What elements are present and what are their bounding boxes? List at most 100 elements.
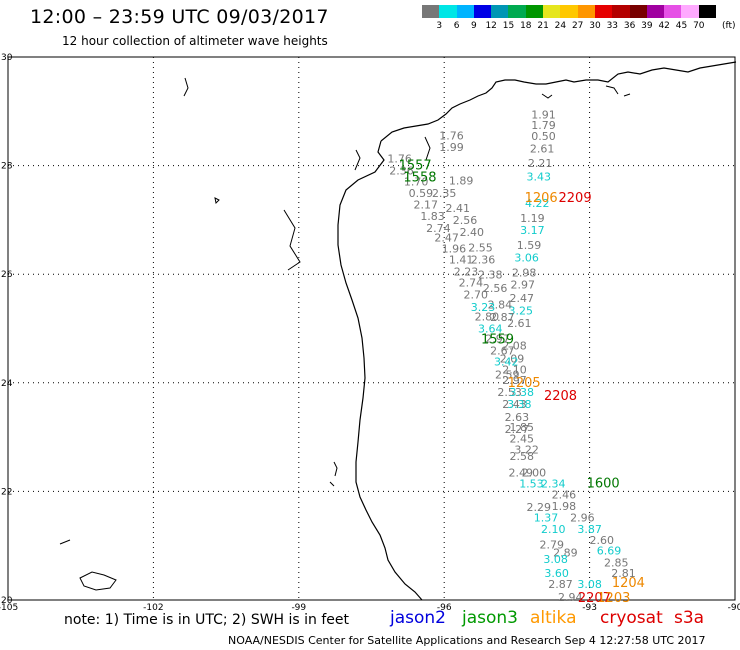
wave-height-value: 3.08 <box>577 578 602 591</box>
pass-time-label: 1206 <box>525 191 558 206</box>
legend-jason3: jason3 <box>462 608 518 628</box>
color-scale-label: 18 <box>520 21 532 31</box>
wave-height-value: 2.08 <box>502 340 527 353</box>
y-tick-label: 22 <box>1 487 12 497</box>
pass-time-label: 1559 <box>481 333 514 348</box>
wave-height-value: 2.63 <box>505 411 530 424</box>
color-scale-label: 27 <box>571 21 584 31</box>
color-swatch-10 <box>594 5 613 18</box>
wave-height-value: 2.87 <box>490 311 515 324</box>
wave-height-value: 1.85 <box>509 421 534 434</box>
pass-time-label: 2209 <box>559 191 592 206</box>
map-title: 12:00 – 23:59 UTC 09/03/2017 <box>30 6 329 28</box>
wave-height-value: 2.40 <box>460 226 485 239</box>
wave-height-value: 1.89 <box>449 175 474 188</box>
wave-height-value: 2.55 <box>468 241 493 254</box>
wave-height-value: 2.96 <box>570 511 595 524</box>
wave-height-value: 6.69 <box>597 544 622 557</box>
lagoon-outline <box>329 461 338 487</box>
wave-height-value: 1.99 <box>439 141 464 154</box>
color-swatch-1 <box>439 5 457 18</box>
x-tick-label: -90 <box>728 603 740 613</box>
wave-height-value: 2.00 <box>522 467 547 480</box>
wave-height-value: 2.97 <box>502 374 527 387</box>
color-swatch-16 <box>698 5 717 18</box>
wave-height-value: 2.97 <box>510 278 535 291</box>
wave-height-value: 1.96 <box>442 242 467 255</box>
wave-height-value: 2.61 <box>530 143 555 156</box>
color-swatch-11 <box>612 5 630 18</box>
bay-outline <box>424 136 431 161</box>
wave-height-value: 2.81 <box>611 567 636 580</box>
legend-jason2: jason2 <box>390 608 446 628</box>
pass-time-label: 1203 <box>597 591 630 606</box>
x-tick-label: -102 <box>143 603 163 613</box>
wave-height-value: 1.76 <box>439 130 464 143</box>
pass-time-label: 2207 <box>578 591 611 606</box>
wave-height-value: 2.80 <box>475 310 500 323</box>
wave-height-value: 1.37 <box>534 511 559 524</box>
lake-chapala-outline <box>79 571 117 591</box>
color-swatch-13 <box>646 5 665 18</box>
credit-line: NOAA/NESDIS Center for Satellite Applica… <box>228 634 706 647</box>
y-tick-label: 26 <box>1 270 13 280</box>
color-swatch-15 <box>681 5 699 18</box>
wave-height-value: 3.25 <box>509 304 534 317</box>
pass-time-label: 1600 <box>587 477 620 492</box>
wave-height-value: 2.41 <box>446 202 471 215</box>
wave-height-value: 2.36 <box>389 164 414 177</box>
wave-height-value: 1.41 <box>449 253 474 266</box>
wave-height-value: 3.08 <box>543 553 568 566</box>
wave-height-value: 2.46 <box>552 488 577 501</box>
wave-height-value: 2.60 <box>589 534 614 547</box>
wave-height-value: 0.50 <box>531 130 556 143</box>
wave-height-value: 4.22 <box>525 197 550 210</box>
wave-height-value: 2.23 <box>454 265 479 278</box>
marsh-outline <box>541 85 631 99</box>
wave-height-value: 2.70 <box>463 289 488 302</box>
wave-height-value: 2.27 <box>505 423 530 436</box>
y-tick-label: 30 <box>1 53 13 63</box>
wave-height-value: 3.43 <box>526 170 551 183</box>
wave-height-value: 3.64 <box>478 322 503 335</box>
color-swatch-14 <box>664 5 682 18</box>
inlet-outline <box>354 149 361 171</box>
map-subtitle: 12 hour collection of altimeter wave hei… <box>62 34 328 48</box>
wave-height-value: 2.38 <box>478 269 503 282</box>
wave-height-value: 2.58 <box>509 450 534 463</box>
wave-height-value: 0.59 <box>409 187 434 200</box>
y-tick-label: 24 <box>1 379 13 389</box>
wave-height-value: 2.43 <box>502 398 527 411</box>
wave-height-value: 3.38 <box>507 398 532 411</box>
pass-time-label: 1557 <box>399 158 432 173</box>
wave-height-value: 2.10 <box>541 523 566 536</box>
wave-height-value: 1.83 <box>420 210 445 223</box>
wave-height-value: 2.49 <box>509 467 534 480</box>
color-scale-label: 33 <box>606 21 619 31</box>
legend-s3a: s3a <box>674 608 705 628</box>
color-scale-label: 6 <box>453 21 460 31</box>
x-tick-label: -105 <box>0 603 18 613</box>
color-swatch-8 <box>560 5 578 18</box>
pass-time-label: 1205 <box>508 376 541 391</box>
color-swatch-12 <box>629 5 647 18</box>
gulf-coastline <box>337 140 423 601</box>
pass-time-label: 1558 <box>403 170 436 185</box>
color-scale-label: 21 <box>537 21 549 31</box>
color-scale-label: 9 <box>471 21 477 31</box>
wave-height-value: 2.74 <box>459 277 484 290</box>
wave-height-value: 3.06 <box>514 252 539 265</box>
x-tick-label: -99 <box>291 603 306 613</box>
wave-height-value: 2.94 <box>558 591 583 604</box>
coastline <box>59 61 737 601</box>
wave-height-value: 2.34 <box>541 478 566 491</box>
color-swatch-9 <box>577 5 595 18</box>
wave-height-value: 2.10 <box>502 364 527 377</box>
observation-labels: 1.911.790.502.612.213.434.221.193.171.59… <box>387 108 635 604</box>
wave-height-value: 1.53 <box>519 478 544 491</box>
wave-height-value: 3.38 <box>509 386 534 399</box>
pass-time-label: 2208 <box>544 389 577 404</box>
lake-outline-3 <box>59 539 71 545</box>
